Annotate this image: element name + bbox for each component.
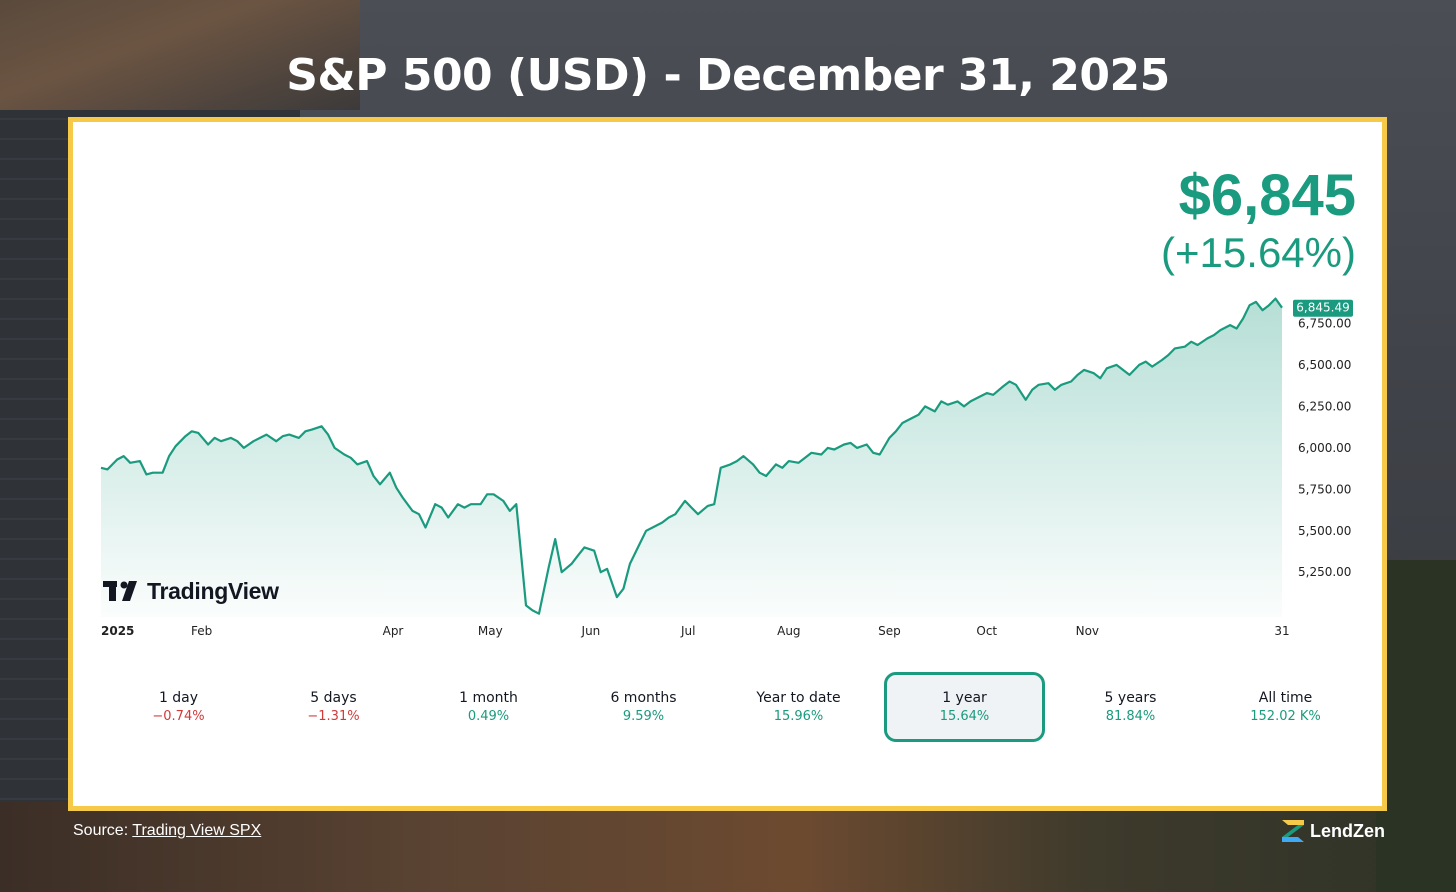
time-range-selector: 1 day −0.74% 5 days −1.31% 1 month 0.49% 6 mon… bbox=[101, 672, 1363, 742]
source-prefix: Source: bbox=[73, 822, 133, 839]
background-tree bbox=[1376, 560, 1456, 892]
range-all-time[interactable]: All time 152.02 K% bbox=[1208, 672, 1363, 742]
source-link[interactable]: Trading View SPX bbox=[132, 822, 262, 839]
lendzen-logo-icon bbox=[1282, 820, 1304, 842]
x-tick-label: Apr bbox=[383, 624, 404, 638]
range-value: 152.02 K% bbox=[1250, 709, 1321, 724]
lendzen-brand: LendZen bbox=[1282, 820, 1385, 842]
range-5-years[interactable]: 5 years 81.84% bbox=[1053, 672, 1208, 742]
x-tick-label: Jul bbox=[680, 624, 695, 638]
range-label: 5 days bbox=[310, 690, 357, 706]
range-value: 0.49% bbox=[467, 709, 510, 724]
range-value: −0.74% bbox=[152, 709, 205, 724]
last-price-label: 6,845.49 bbox=[1296, 301, 1349, 315]
range-value: −1.31% bbox=[307, 709, 360, 724]
tradingview-mark-icon bbox=[103, 580, 141, 603]
y-tick-label: 5,750.00 bbox=[1298, 482, 1351, 496]
range-value: 15.64% bbox=[939, 709, 990, 724]
last-price-badge: 6,845.49 bbox=[1293, 299, 1353, 317]
x-tick-label: Nov bbox=[1076, 624, 1099, 638]
y-tick-label: 5,500.00 bbox=[1298, 524, 1351, 538]
price-line bbox=[100, 297, 1283, 615]
range-label: 1 day bbox=[158, 690, 199, 706]
page-title: S&P 500 (USD) - December 31, 2025 bbox=[286, 50, 1170, 101]
range-label: 1 year bbox=[942, 690, 987, 706]
background-roof bbox=[0, 0, 360, 110]
y-tick-label: 6,750.00 bbox=[1298, 316, 1351, 330]
range-5-days[interactable]: 5 days −1.31% bbox=[256, 672, 411, 742]
range-6-months[interactable]: 6 months 9.59% bbox=[566, 672, 721, 742]
price-chart[interactable]: 5,250.00 5,500.00 5,750.00 6,000.00 6,250.00… bbox=[73, 122, 1382, 806]
y-tick-label: 6,000.00 bbox=[1298, 441, 1351, 455]
background-street bbox=[0, 802, 1456, 892]
x-tick-label: Sep bbox=[878, 624, 901, 638]
y-tick-label: 6,500.00 bbox=[1298, 358, 1351, 372]
x-axis: 2025 Feb Apr May Jun Jul Aug Sep Oct Nov 31 bbox=[101, 624, 1290, 638]
chart-card: 5,250.00 5,500.00 5,750.00 6,000.00 6,250.00… bbox=[68, 117, 1387, 811]
y-tick-label: 5,250.00 bbox=[1298, 565, 1351, 579]
x-tick-label: Feb bbox=[191, 624, 212, 638]
price-change: (+15.64%) bbox=[1161, 229, 1356, 276]
x-tick-label: Aug bbox=[777, 624, 800, 638]
range-label: 5 years bbox=[1104, 690, 1157, 706]
range-value: 15.96% bbox=[773, 709, 824, 724]
range-1-month[interactable]: 1 month 0.49% bbox=[411, 672, 566, 742]
x-tick-label: 2025 bbox=[101, 624, 134, 638]
y-axis: 5,250.00 5,500.00 5,750.00 6,000.00 6,250.00… bbox=[1298, 316, 1351, 579]
x-tick-label: 31 bbox=[1274, 624, 1289, 638]
price-summary: $6,845 (+15.64%) bbox=[1161, 164, 1356, 276]
x-tick-label: May bbox=[478, 624, 503, 638]
price-area bbox=[101, 298, 1282, 617]
range-label: 1 month bbox=[459, 690, 518, 706]
source-note: Source: Trading View SPX bbox=[73, 822, 261, 840]
range-value: 81.84% bbox=[1105, 709, 1156, 724]
range-1-year[interactable]: 1 year 15.64% bbox=[884, 672, 1045, 742]
range-label: 6 months bbox=[610, 690, 677, 706]
tradingview-logo: TradingView bbox=[103, 578, 279, 605]
range-label: Year to date bbox=[756, 690, 841, 706]
range-value: 9.59% bbox=[622, 709, 665, 724]
x-tick-label: Jun bbox=[581, 624, 601, 638]
tradingview-wordmark: TradingView bbox=[147, 578, 279, 604]
price-value: $6,845 bbox=[1178, 163, 1356, 228]
range-1-day[interactable]: 1 day −0.74% bbox=[101, 672, 256, 742]
y-tick-label: 6,250.00 bbox=[1298, 399, 1351, 413]
x-tick-label: Oct bbox=[976, 624, 997, 638]
range-label: All time bbox=[1258, 690, 1313, 706]
lendzen-wordmark: LendZen bbox=[1310, 820, 1385, 841]
range-year-to-date[interactable]: Year to date 15.96% bbox=[721, 672, 876, 742]
